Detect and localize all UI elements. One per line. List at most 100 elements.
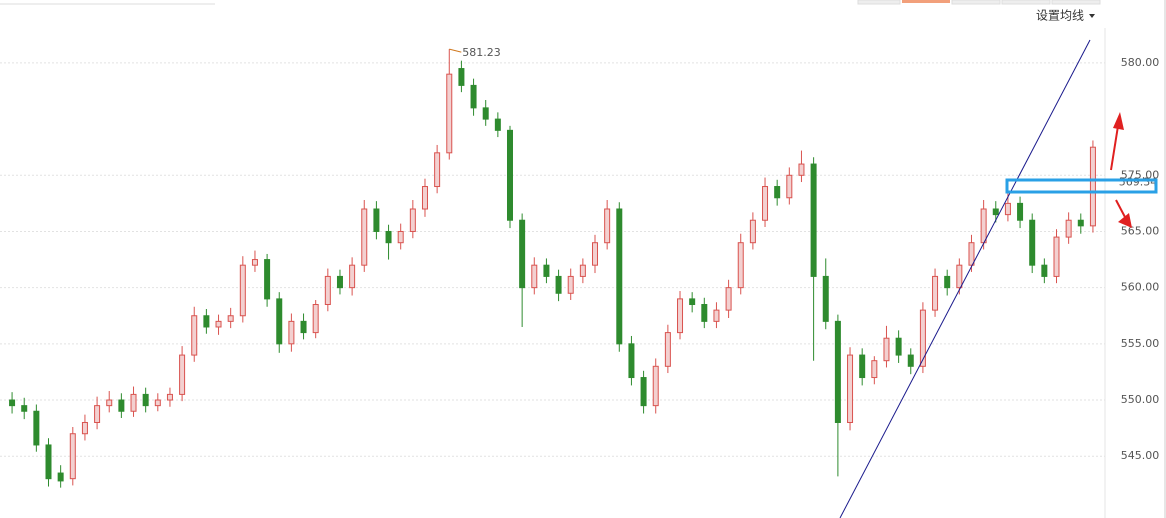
candle-body [786, 174, 793, 199]
tab[interactable] [857, 0, 901, 5]
trend-line [839, 39, 1091, 518]
candle-body [446, 73, 453, 154]
candle-body [106, 399, 113, 407]
candle-body [859, 354, 866, 379]
candle-body [494, 118, 501, 131]
candle-body [871, 360, 878, 379]
candle-body [227, 315, 234, 322]
candle-body [604, 208, 611, 244]
candle-body [349, 264, 356, 289]
candle-body [1065, 219, 1072, 238]
candle-body [907, 354, 914, 367]
candle-body [640, 377, 647, 407]
candle-body [179, 354, 186, 395]
candle-body [1077, 219, 1084, 227]
candle-body [69, 433, 76, 480]
candle-body [94, 405, 101, 423]
candle-body [81, 421, 88, 435]
tab-active[interactable] [902, 0, 950, 3]
candle-body [1053, 236, 1060, 277]
candle-body [737, 242, 744, 289]
candle-body [1017, 202, 1024, 221]
tab[interactable] [1051, 0, 1101, 5]
y-tick-label: 545.00 [1121, 449, 1160, 462]
candle-body [421, 186, 428, 210]
candle-body [251, 259, 258, 266]
y-tick-label: 575.00 [1121, 168, 1160, 181]
candle-body [33, 410, 40, 446]
candle-body [519, 219, 526, 289]
candle-body [215, 320, 222, 328]
candle-body [312, 304, 319, 334]
candle-body [883, 337, 890, 362]
down-arrow [1115, 199, 1132, 228]
candle-body [288, 320, 295, 345]
candle-body [434, 152, 441, 188]
candle-body [810, 163, 817, 277]
candle-body [689, 298, 696, 306]
candle-body [130, 393, 137, 412]
candle-body [276, 298, 283, 345]
candle-body [470, 84, 477, 109]
candle-body [324, 275, 331, 306]
candle-body [834, 320, 841, 423]
candle-body [968, 242, 975, 266]
candle-body [203, 315, 210, 328]
candle-body [701, 304, 708, 322]
y-tick-label: 580.00 [1121, 56, 1160, 69]
candle-body [762, 186, 769, 221]
candle-body [895, 337, 902, 356]
candle-body [1029, 219, 1036, 266]
candle-body [664, 332, 671, 367]
candle-body [555, 275, 562, 294]
candle-body [373, 208, 380, 232]
candle-body [166, 393, 173, 401]
candle-body [713, 309, 720, 322]
candle-body [409, 208, 416, 232]
candle-body [652, 365, 659, 407]
candle-body [21, 405, 28, 412]
y-tick-label: 555.00 [1121, 337, 1160, 350]
y-tick-label: 565.00 [1121, 224, 1160, 237]
candle-body [567, 275, 574, 294]
ma-button-label[interactable]: 设置均线 [1036, 9, 1084, 23]
candle-body [482, 107, 489, 120]
candle-body [749, 219, 756, 244]
ma-button[interactable]: 设置均线 [1036, 9, 1095, 23]
candle-body [45, 444, 52, 480]
candle-body [361, 208, 368, 266]
candle-body [191, 315, 198, 356]
candle-body [980, 208, 987, 244]
candle-body [239, 264, 246, 317]
candle-body [1004, 202, 1011, 216]
tab[interactable] [951, 0, 1001, 5]
candle-body [725, 287, 732, 311]
candle-body [1089, 146, 1096, 227]
candle-body [458, 68, 465, 86]
tab[interactable] [1001, 0, 1051, 5]
candle-body [822, 275, 829, 322]
candle-body [579, 264, 586, 277]
up-arrow [1110, 112, 1124, 171]
highlight-box [1005, 178, 1158, 194]
candle-body [385, 230, 392, 244]
last-price-label: 569.34 [1119, 176, 1158, 189]
candle-body [944, 275, 951, 289]
candle-body [57, 472, 64, 482]
candle-body [774, 186, 781, 199]
candle-body [847, 354, 854, 423]
y-tick-label: 550.00 [1121, 393, 1160, 406]
dropdown-caret[interactable] [1089, 14, 1095, 18]
candle-body [543, 264, 550, 277]
candle-body [336, 275, 343, 289]
candle-body [300, 320, 307, 334]
candle-body [956, 264, 963, 289]
candle-body [992, 208, 999, 216]
candle-body [531, 264, 538, 289]
candle-body [142, 393, 149, 407]
candle-body [118, 399, 125, 412]
candle-body [397, 230, 404, 244]
candle-body [154, 399, 161, 407]
max-pointer [449, 48, 462, 53]
